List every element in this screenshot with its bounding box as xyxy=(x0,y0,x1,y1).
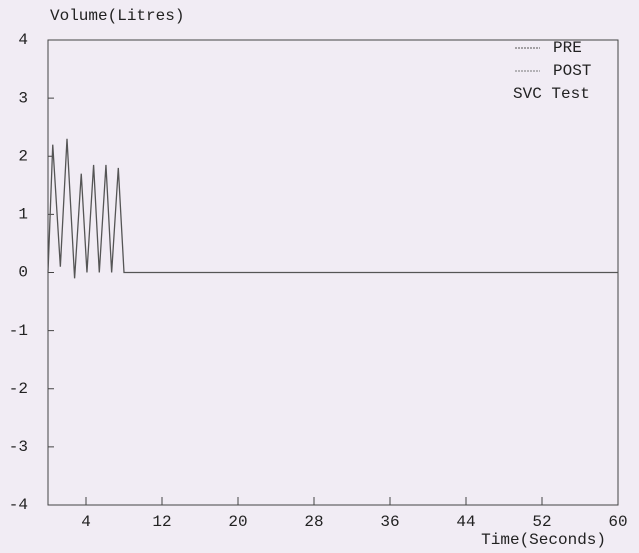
y-tick-label: 3 xyxy=(18,89,28,107)
y-tick-label: 2 xyxy=(18,147,28,165)
x-tick-label: 12 xyxy=(152,513,171,531)
y-tick-label: 4 xyxy=(18,31,28,49)
data-line xyxy=(47,138,618,279)
x-tick-label: 28 xyxy=(304,513,323,531)
y-tick-label: -4 xyxy=(9,496,28,514)
chart-title: SVC Test xyxy=(513,85,590,103)
y-tick-label: -2 xyxy=(9,380,28,398)
x-tick-label: 4 xyxy=(81,513,91,531)
legend-label: POST xyxy=(553,62,591,80)
y-tick-label: 0 xyxy=(18,264,28,282)
x-tick-label: 36 xyxy=(380,513,399,531)
x-tick-label: 60 xyxy=(608,513,627,531)
y-axis-label: Volume(Litres) xyxy=(50,7,184,25)
y-tick-label: -3 xyxy=(9,438,28,456)
x-axis-label: Time(Seconds) xyxy=(481,531,606,549)
legend-label: PRE xyxy=(553,39,582,57)
x-tick-label: 52 xyxy=(532,513,551,531)
y-tick-label: -1 xyxy=(9,322,28,340)
x-tick-label: 20 xyxy=(228,513,247,531)
x-tick-label: 44 xyxy=(456,513,475,531)
y-tick-label: 1 xyxy=(18,206,28,224)
